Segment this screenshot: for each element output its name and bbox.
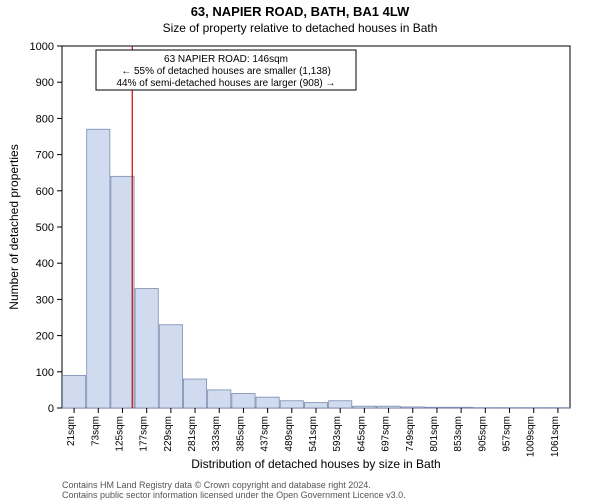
- histogram-bar: [401, 407, 424, 408]
- x-tick-label: 437sqm: [260, 416, 271, 452]
- histogram-bar: [377, 406, 400, 408]
- footer-line-2: Contains public sector information licen…: [62, 490, 406, 500]
- annotation-line-3: 44% of semi-detached houses are larger (…: [116, 78, 335, 89]
- x-tick-label: 801sqm: [429, 416, 440, 452]
- x-tick-label: 229sqm: [163, 416, 174, 452]
- histogram-bar: [329, 401, 352, 408]
- x-tick-label: 125sqm: [114, 416, 125, 452]
- histogram-bar: [304, 403, 327, 408]
- x-tick-label: 697sqm: [381, 416, 392, 452]
- x-tick-label: 645sqm: [356, 416, 367, 452]
- x-tick-label: 73sqm: [90, 416, 101, 446]
- histogram-bar: [256, 397, 279, 408]
- histogram-bar: [450, 407, 473, 408]
- histogram-bar: [353, 406, 376, 408]
- x-tick-label: 281sqm: [187, 416, 198, 452]
- y-tick-label: 200: [36, 331, 54, 343]
- y-axis-label: Number of detached properties: [7, 144, 21, 309]
- y-tick-label: 400: [36, 258, 54, 270]
- histogram-bar: [280, 401, 303, 408]
- x-tick-label: 333sqm: [211, 416, 222, 452]
- y-tick-label: 0: [48, 403, 54, 415]
- histogram-bar: [208, 390, 231, 408]
- x-tick-label: 177sqm: [139, 416, 150, 452]
- footer-line-1: Contains HM Land Registry data © Crown c…: [62, 480, 371, 490]
- x-tick-label: 1061sqm: [550, 416, 561, 457]
- x-tick-label: 1009sqm: [526, 416, 537, 457]
- x-tick-label: 905sqm: [477, 416, 488, 452]
- x-tick-label: 593sqm: [332, 416, 343, 452]
- histogram-bar: [87, 129, 110, 408]
- x-tick-label: 21sqm: [66, 416, 77, 446]
- y-tick-label: 800: [36, 113, 54, 125]
- histogram-bar: [159, 325, 182, 408]
- histogram-bar: [425, 407, 448, 408]
- size-distribution-chart: 63, NAPIER ROAD, BATH, BA1 4LW Size of pr…: [0, 0, 600, 500]
- annotation-line-2: ← 55% of detached houses are smaller (1,…: [121, 66, 331, 77]
- x-tick-label: 541sqm: [308, 416, 319, 452]
- y-tick-label: 500: [36, 222, 54, 234]
- x-tick-label: 489sqm: [284, 416, 295, 452]
- histogram-bar: [111, 176, 134, 408]
- y-tick-label: 600: [36, 186, 54, 198]
- y-tick-label: 1000: [30, 41, 54, 53]
- y-tick-label: 300: [36, 294, 54, 306]
- x-tick-label: 957sqm: [502, 416, 513, 452]
- x-tick-label: 385sqm: [235, 416, 246, 452]
- histogram-bar: [135, 289, 158, 408]
- chart-subtitle: Size of property relative to detached ho…: [163, 21, 438, 35]
- y-tick-label: 900: [36, 77, 54, 89]
- y-tick-label: 100: [36, 367, 54, 379]
- x-tick-label: 853sqm: [453, 416, 464, 452]
- histogram-bar: [232, 394, 255, 408]
- chart-title: 63, NAPIER ROAD, BATH, BA1 4LW: [191, 4, 410, 19]
- y-tick-label: 700: [36, 150, 54, 162]
- x-tick-label: 749sqm: [405, 416, 416, 452]
- annotation-line-1: 63 NAPIER ROAD: 146sqm: [164, 54, 288, 65]
- histogram-bar: [183, 379, 206, 408]
- histogram-bar: [63, 375, 86, 408]
- x-axis-label: Distribution of detached houses by size …: [191, 457, 440, 471]
